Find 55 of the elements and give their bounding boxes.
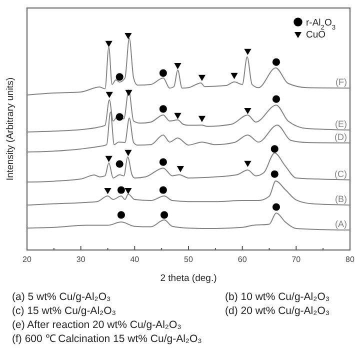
point (159, 186, 167, 194)
series-label: (A) (335, 219, 347, 230)
point (244, 160, 252, 168)
series-label: (B) (335, 194, 347, 204)
point (124, 32, 132, 40)
series-label: (E) (335, 119, 347, 130)
point (230, 72, 238, 80)
series-label: (D) (334, 132, 347, 142)
point (116, 113, 124, 121)
point (105, 156, 112, 162)
x-tick-label: 40 (130, 255, 140, 264)
point (116, 73, 124, 81)
point (176, 166, 184, 172)
point (272, 203, 280, 211)
point (174, 63, 182, 70)
point (124, 150, 132, 156)
point (159, 69, 167, 77)
point (124, 188, 132, 194)
point (244, 108, 252, 114)
point (159, 105, 167, 113)
text: (c) 15 wt% Cu/g-Al₂O₃ (12, 305, 116, 317)
point (117, 186, 125, 194)
point (106, 92, 113, 98)
text: (d) 20 wt% Cu/g-Al₂O₃ (225, 305, 330, 317)
point (159, 158, 167, 166)
x-tick-label: 80 (346, 255, 355, 264)
text: (b) 10 wt% Cu/g-Al₂O₃ (225, 291, 330, 303)
x-tick-label: 20 (22, 255, 32, 264)
text: (f) 600 ℃ Calcination 15 wt% Cu/g-Al₂O₃ (12, 333, 202, 345)
point (116, 160, 124, 168)
point (174, 112, 182, 120)
point (105, 40, 112, 48)
y-axis-title: Intensity (Arbitrary units) (5, 78, 16, 180)
series-label: (C) (334, 168, 347, 179)
x-tick-label: 50 (184, 255, 194, 264)
point (270, 145, 278, 153)
text: (a) 5 wt% Cu/g-Al₂O₃ (12, 291, 111, 303)
point (272, 58, 280, 66)
point (244, 48, 252, 56)
point (198, 74, 206, 82)
point (104, 188, 112, 194)
x-tick-label: 60 (238, 255, 248, 264)
point (270, 170, 278, 178)
x-tick-label: 70 (292, 255, 302, 264)
point (117, 211, 125, 219)
legend-label: r-Al$_{2}$O$_{3}$ (306, 18, 336, 31)
point (272, 95, 280, 103)
point (125, 90, 132, 96)
x-tick-label: 30 (76, 255, 86, 264)
point (160, 211, 168, 219)
series-label: (F) (336, 77, 347, 88)
point (198, 116, 206, 122)
legend-label: CuO (306, 30, 326, 40)
text: (e) After reaction 20 wt% Cu/g-Al₂O₃ (12, 319, 182, 331)
x-axis-title: 2 theta (deg.) (160, 273, 217, 284)
